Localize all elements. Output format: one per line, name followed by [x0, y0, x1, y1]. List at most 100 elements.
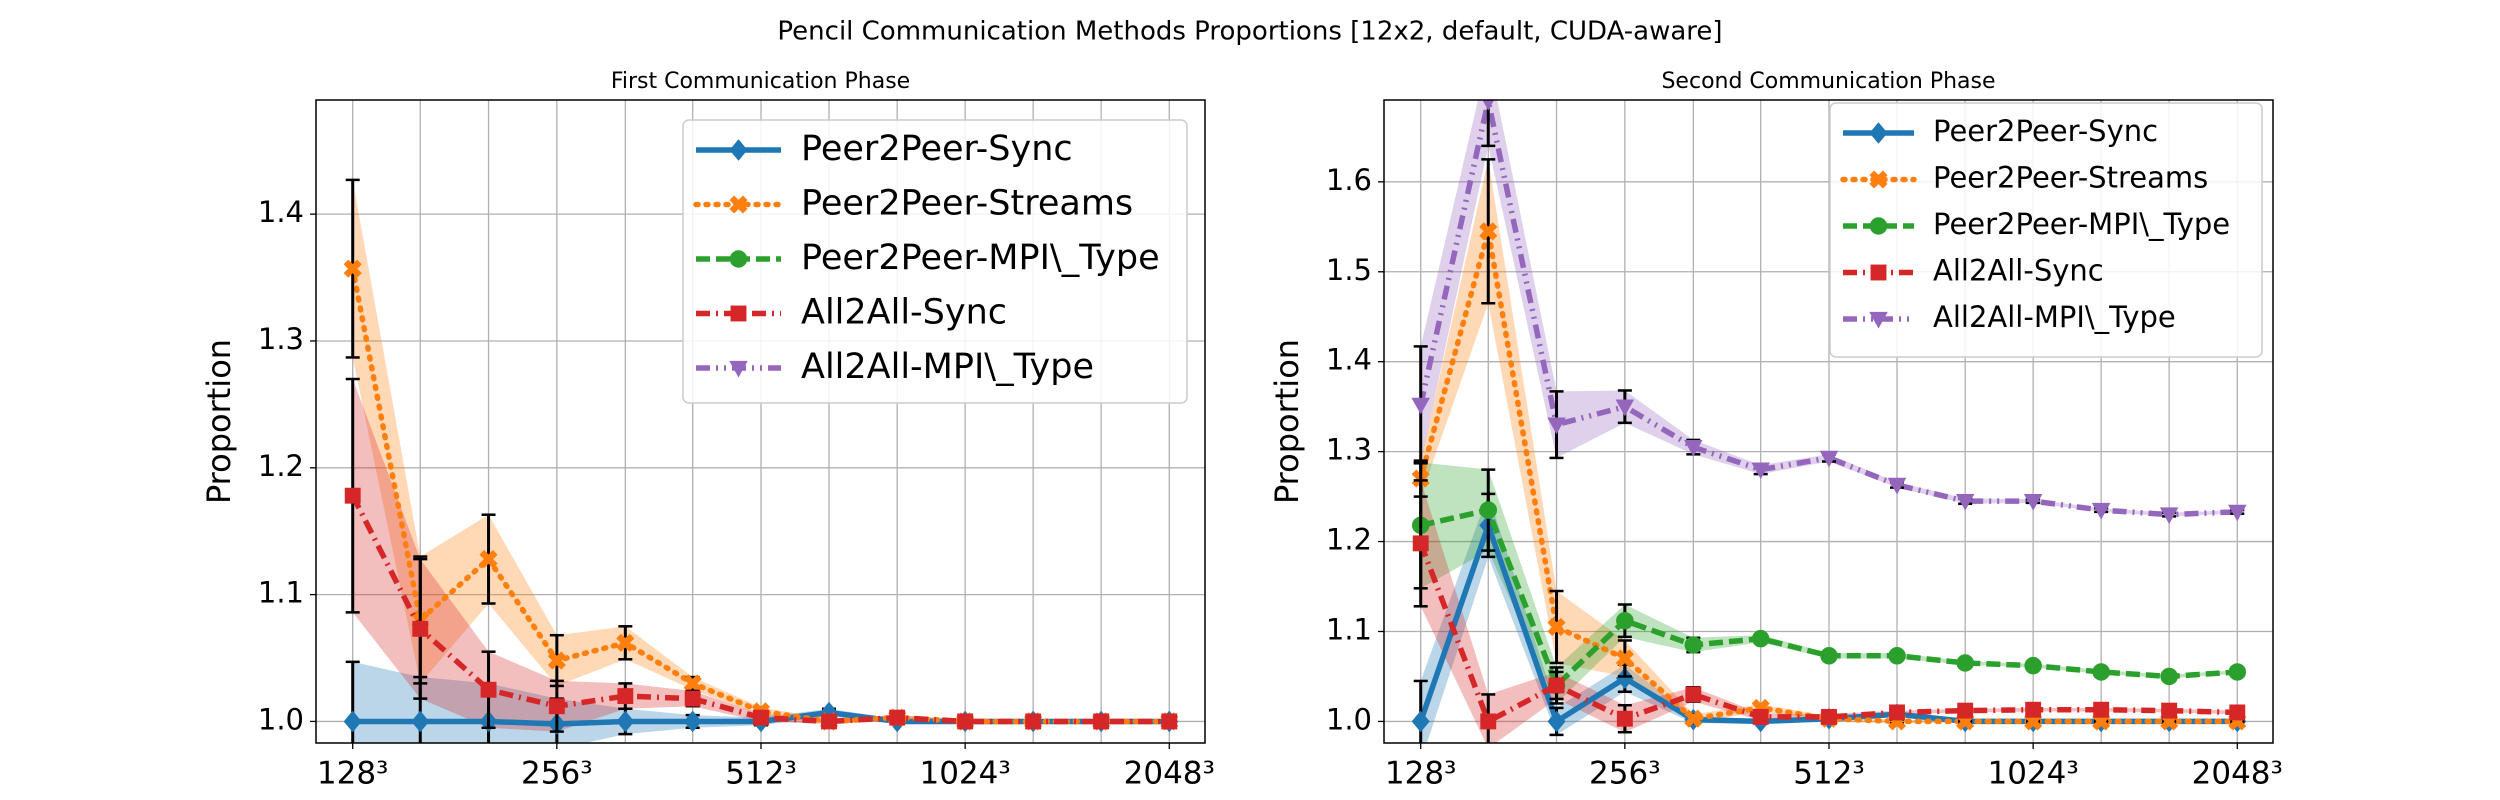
marker — [2228, 504, 2247, 522]
marker — [2025, 701, 2042, 718]
marker — [821, 713, 837, 730]
marker — [1887, 477, 1907, 495]
marker — [1955, 493, 1975, 511]
marker — [1870, 264, 1887, 281]
y-axis-label: Proportion — [200, 339, 238, 504]
marker — [480, 681, 497, 698]
marker — [1615, 667, 1634, 690]
marker — [1547, 710, 1566, 733]
y-tick-label: 1.4 — [1326, 343, 1372, 377]
marker — [1093, 713, 1110, 730]
y-tick-label: 1.3 — [1326, 433, 1372, 467]
x-tick-label: 2048³ — [2192, 756, 2283, 792]
marker — [2092, 663, 2110, 681]
marker — [729, 195, 748, 214]
legend-label: All2All-MPI\_Type — [801, 347, 1094, 387]
marker — [547, 651, 566, 670]
marker — [1821, 708, 1837, 725]
marker — [1819, 450, 1839, 468]
marker — [2024, 656, 2042, 675]
y-tick-label: 1.1 — [258, 576, 304, 610]
marker — [2023, 493, 2043, 511]
y-tick-label: 1.0 — [1326, 702, 1372, 736]
figure-title: Pencil Communication Methods Proportions… — [777, 17, 1722, 47]
legend-label: Peer2Peer-Streams — [1933, 161, 2208, 195]
legend-label: Peer2Peer-Sync — [1933, 114, 2158, 148]
plot-area — [1411, 100, 2247, 743]
marker — [412, 620, 429, 637]
y-tick-label: 1.1 — [1326, 612, 1372, 646]
marker — [729, 250, 748, 268]
legend-label: Peer2Peer-Streams — [801, 184, 1133, 224]
marker — [1820, 647, 1838, 665]
x-tick-label: 1024³ — [1987, 756, 2078, 792]
marker — [1869, 311, 1888, 329]
legend-label: All2All-Sync — [1933, 254, 2104, 288]
legend-label: Peer2Peer-Sync — [801, 129, 1073, 169]
marker — [1888, 647, 1906, 665]
marker — [1615, 649, 1634, 668]
subplot-title: First Communication Phase — [611, 69, 910, 94]
x-tick-label: 128³ — [317, 756, 389, 792]
marker — [1480, 713, 1497, 730]
y-tick-label: 1.3 — [258, 322, 304, 356]
marker — [411, 710, 430, 733]
marker — [616, 710, 635, 733]
marker — [1482, 100, 1495, 111]
marker — [729, 360, 748, 378]
marker — [617, 688, 634, 705]
marker — [2159, 507, 2179, 525]
marker — [548, 698, 565, 715]
marker — [2093, 701, 2110, 718]
marker — [1751, 629, 1770, 648]
plot-frame — [315, 99, 1206, 744]
marker — [1616, 611, 1634, 630]
marker — [1411, 397, 1430, 415]
subplot-title: Second Communication Phase — [1661, 69, 1995, 94]
marker — [344, 487, 361, 504]
marker — [683, 710, 702, 733]
x-tick-label: 1024³ — [919, 756, 1010, 792]
marker — [1684, 636, 1703, 654]
marker — [889, 709, 906, 726]
legend: Peer2Peer-Sync Peer2Peer-Streams Peer2Peer… — [1829, 102, 2263, 358]
y-tick-label: 1.2 — [1326, 523, 1372, 557]
marker — [2228, 663, 2247, 681]
x-tick-label: 128³ — [1385, 756, 1457, 792]
marker — [479, 550, 498, 569]
marker — [684, 690, 701, 707]
y-tick-label: 1.0 — [258, 702, 304, 736]
legend-label: Peer2Peer-MPI\_Type — [1933, 207, 2230, 241]
y-axis-label: Proportion — [1268, 339, 1306, 504]
legend-frame — [1829, 102, 2263, 358]
marker — [1751, 462, 1770, 480]
marker — [1889, 704, 1905, 721]
marker — [2160, 667, 2178, 686]
marker — [1479, 222, 1498, 241]
marker — [957, 713, 974, 730]
marker — [1616, 710, 1633, 727]
legend-frame — [682, 119, 1188, 404]
marker — [1412, 535, 1429, 552]
marker — [1411, 710, 1430, 733]
marker — [1547, 417, 1566, 435]
y-tick-label: 1.6 — [1326, 163, 1372, 197]
legend: Peer2Peer-Sync Peer2Peer-Streams Peer2Peer… — [682, 119, 1188, 404]
legend-label: Peer2Peer-MPI\_Type — [801, 238, 1160, 278]
marker — [2091, 502, 2111, 520]
marker — [683, 674, 702, 693]
legend-label: All2All-MPI\_Type — [1933, 300, 2176, 334]
marker — [2161, 702, 2178, 719]
marker — [1869, 122, 1888, 144]
legend-label: All2All-Sync — [801, 293, 1007, 333]
marker — [729, 139, 748, 161]
marker — [2229, 704, 2246, 721]
marker — [343, 259, 362, 278]
marker — [1548, 677, 1565, 694]
marker — [1869, 217, 1888, 235]
marker — [1685, 686, 1702, 703]
marker — [343, 710, 362, 733]
y-tick-label: 1.5 — [1326, 253, 1372, 287]
x-tick-label: 512³ — [725, 756, 797, 792]
marker — [1869, 170, 1888, 189]
